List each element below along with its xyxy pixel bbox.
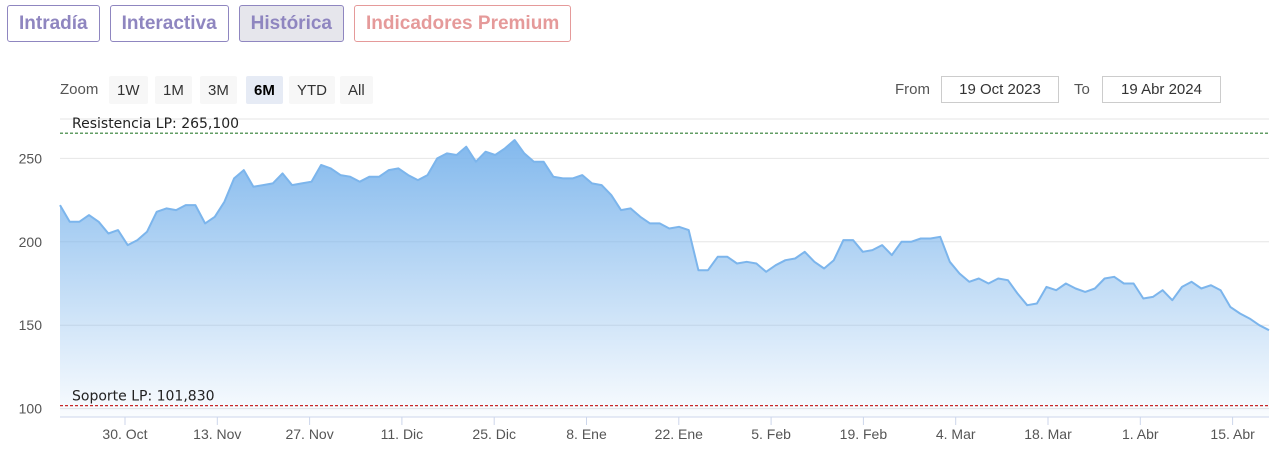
x-tick-label-10: 18. Mar: [1024, 426, 1072, 442]
y-tick-label-150: 150: [19, 317, 43, 333]
x-tick-label-8: 19. Feb: [840, 426, 888, 442]
resistance-label: Resistencia LP: 265,100: [72, 116, 239, 132]
tab-indicadores-premium[interactable]: Indicadores Premium: [353, 5, 572, 42]
from-label: From: [895, 81, 930, 98]
price-line: [59, 139, 1270, 332]
support-label: Soporte LP: 101,830: [72, 389, 215, 405]
price-chart: 100 150 200 250 Resistencia LP: 265,100 Sopo…: [19, 116, 1270, 442]
x-tick-label-6: 22. Ene: [655, 426, 703, 442]
zoom-button-6m[interactable]: 6M: [246, 76, 283, 104]
tab-interactiva[interactable]: Interactiva: [109, 5, 229, 42]
to-date-input[interactable]: 19 Abr 2024: [1102, 76, 1221, 103]
zoom-button-1m[interactable]: 1M: [155, 76, 192, 104]
y-tick-label-100: 100: [19, 401, 43, 417]
x-tick-label-11: 1. Abr: [1122, 426, 1159, 442]
x-axis: 30. Oct 13. Nov 27. Nov 11. Dic 25. Dic 8. En…: [60, 416, 1269, 442]
y-axis: 100 150 200 250: [19, 150, 43, 416]
x-tick-label-2: 27. Nov: [285, 426, 333, 442]
x-tick-label-1: 13. Nov: [193, 426, 241, 442]
zoom-button-3m[interactable]: 3M: [200, 76, 237, 104]
x-tick-label-0: 30. Oct: [102, 426, 147, 442]
x-tick-label-12: 15. Abr: [1210, 426, 1255, 442]
zoom-button-all[interactable]: All: [340, 76, 373, 104]
reference-lines: Resistencia LP: 265,100 Soporte LP: 101,8…: [60, 116, 1269, 407]
tab-historica[interactable]: Histórica: [238, 5, 344, 42]
x-tick-label-4: 25. Dic: [472, 426, 516, 442]
zoom-button-1w[interactable]: 1W: [109, 76, 148, 104]
x-tick-label-9: 4. Mar: [936, 426, 976, 442]
y-tick-label-250: 250: [19, 150, 43, 166]
y-tick-label-200: 200: [19, 234, 43, 250]
tab-bar: Intradía Interactiva Histórica Indicador…: [7, 5, 572, 42]
x-tick-label-5: 8. Ene: [566, 426, 607, 442]
x-tick-label-7: 5. Feb: [751, 426, 791, 442]
x-tick-label-3: 11. Dic: [381, 426, 424, 442]
zoom-label: Zoom: [60, 81, 99, 98]
from-date-input[interactable]: 19 Oct 2023: [941, 76, 1059, 103]
to-label: To: [1074, 81, 1090, 98]
price-area: [60, 140, 1269, 417]
range-selector: Zoom 1W 1M 3M 6M YTD All From 19 Oct 202…: [0, 76, 1273, 106]
tab-intradia[interactable]: Intradía: [7, 5, 100, 42]
zoom-button-ytd[interactable]: YTD: [289, 76, 335, 104]
